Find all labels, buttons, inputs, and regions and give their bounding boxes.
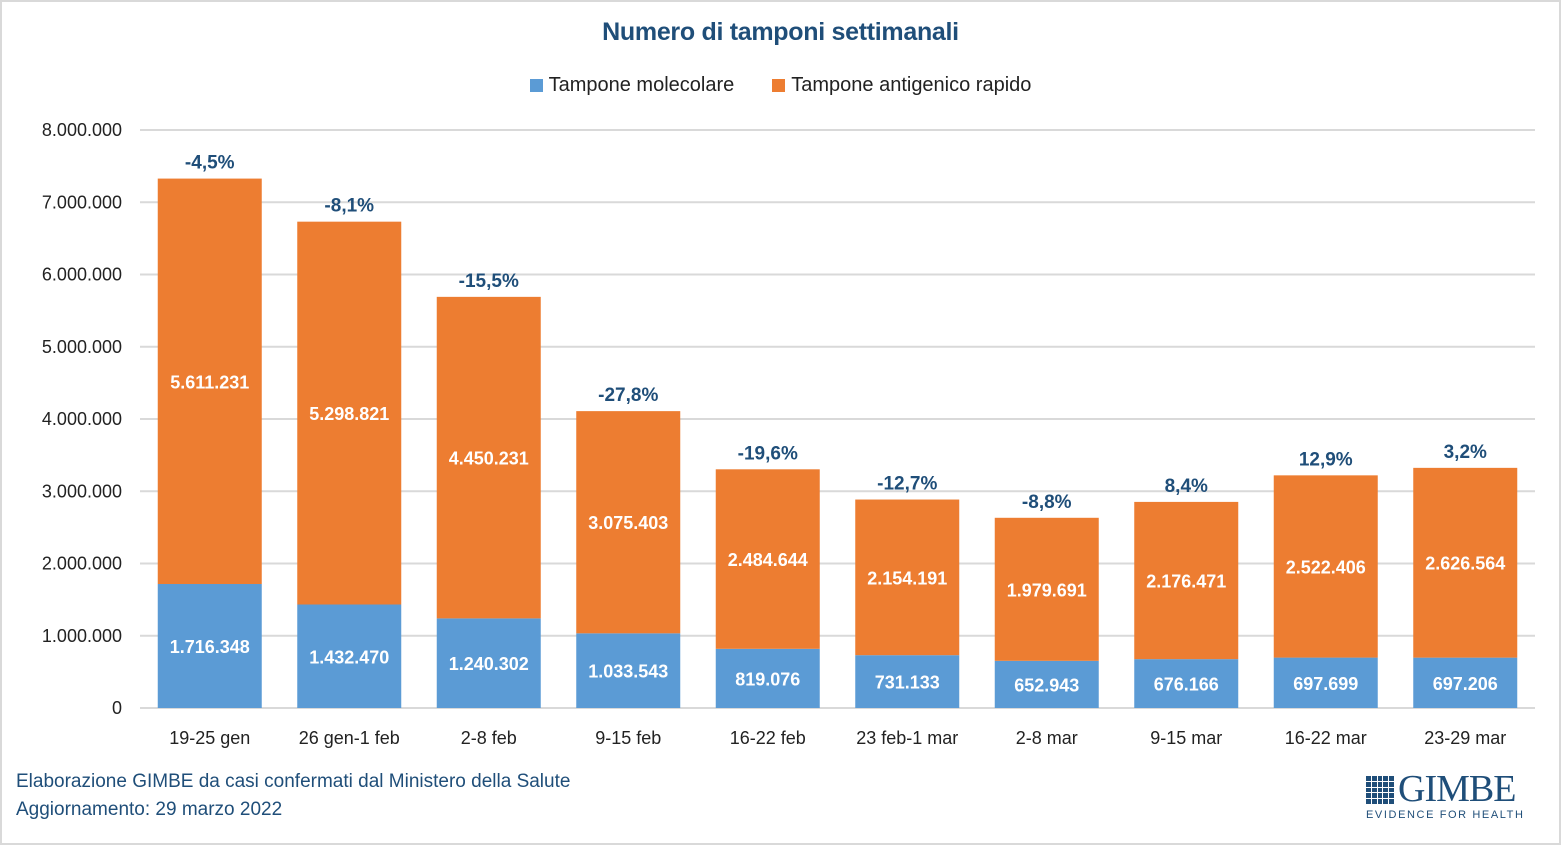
x-tick-label: 16-22 mar [1285, 728, 1367, 748]
source-note: Elaborazione GIMBE da casi confermati da… [16, 771, 571, 792]
value-label-molecolare: 1.033.543 [588, 662, 668, 682]
x-tick-label: 2-8 feb [461, 728, 517, 748]
value-label-antigenico: 2.484.644 [728, 550, 808, 570]
percent-change-label: -15,5% [459, 271, 519, 292]
x-tick-label: 23-29 mar [1424, 728, 1506, 748]
bar-molecolare [576, 633, 681, 708]
value-label-antigenico: 2.176.471 [1146, 572, 1226, 592]
x-tick-label: 16-22 feb [730, 728, 806, 748]
value-label-molecolare: 731.133 [875, 673, 940, 693]
logo-name: GIMBE [1398, 768, 1516, 810]
legend-swatch-molecolare [529, 79, 543, 92]
bar-molecolare [436, 618, 541, 708]
value-label-antigenico: 5.611.231 [170, 372, 249, 392]
gimbe-logo: GIMBE EVIDENCE FOR HEALTH [1366, 768, 1523, 823]
bar-molecolare [297, 604, 402, 708]
bar-molecolare [1413, 657, 1518, 708]
legend-label-antigenico: Tampone antigenico rapido [791, 74, 1032, 96]
percent-change-label: 12,9% [1299, 449, 1353, 470]
value-label-antigenico: 2.154.191 [867, 568, 947, 588]
bar-antigenico [297, 221, 402, 605]
footer: Elaborazione GIMBE da casi confermati da… [16, 768, 570, 824]
legend-swatch-antigenico [772, 79, 786, 92]
y-tick-label: 8.000.000 [42, 120, 122, 140]
bar-antigenico [994, 517, 1099, 661]
percent-change-label: -8,1% [324, 196, 374, 217]
percent-change-label: -8,8% [1022, 492, 1072, 513]
value-label-antigenico: 4.450.231 [449, 449, 529, 469]
legend-item-antigenico: Tampone antigenico rapido [772, 74, 1031, 97]
bar-antigenico [1413, 467, 1518, 658]
value-label-antigenico: 3.075.403 [588, 513, 668, 533]
x-tick-label: 19-25 gen [169, 728, 250, 748]
update-note: Aggiornamento: 29 marzo 2022 [16, 799, 283, 820]
value-label-antigenico: 2.626.564 [1425, 554, 1505, 574]
y-tick-label: 4.000.000 [42, 409, 122, 429]
x-tick-label: 23 feb-1 mar [856, 728, 958, 748]
value-label-molecolare: 1.716.348 [170, 637, 250, 657]
percent-change-label: -19,6% [738, 443, 798, 464]
bar-antigenico [855, 499, 960, 656]
legend: Tampone molecolare Tampone antigenico ra… [0, 74, 1561, 97]
value-label-molecolare: 676.166 [1154, 675, 1219, 695]
bar-antigenico [1273, 475, 1378, 658]
value-label-molecolare: 1.240.302 [449, 654, 529, 674]
bar-antigenico [157, 178, 262, 584]
percent-change-label: -12,7% [877, 474, 937, 495]
bar-molecolare [1273, 657, 1378, 708]
percent-change-label: -27,8% [598, 385, 658, 406]
percent-change-label: 8,4% [1165, 476, 1208, 497]
bar-molecolare [715, 648, 820, 708]
y-tick-label: 2.000.000 [42, 554, 122, 574]
percent-change-label: 3,2% [1444, 442, 1487, 463]
value-label-molecolare: 697.206 [1433, 674, 1498, 694]
value-label-molecolare: 819.076 [735, 669, 800, 689]
x-tick-label: 26 gen-1 feb [299, 728, 400, 748]
chart-title: Numero di tamponi settimanali [602, 18, 959, 46]
bar-molecolare [1134, 659, 1239, 708]
value-label-molecolare: 1.432.470 [309, 647, 389, 667]
logo-tagline: EVIDENCE FOR HEALTH [1366, 809, 1525, 821]
percent-change-label: -4,5% [185, 153, 235, 174]
bar-antigenico [1134, 501, 1239, 660]
bar-molecolare [855, 655, 960, 708]
bar-antigenico [715, 469, 820, 649]
bar-molecolare [157, 583, 262, 708]
y-tick-label: 6.000.000 [42, 265, 122, 285]
x-tick-label: 9-15 feb [595, 728, 661, 748]
legend-item-molecolare: Tampone molecolare [529, 74, 735, 97]
x-tick-label: 2-8 mar [1016, 728, 1078, 748]
value-label-antigenico: 2.522.406 [1286, 557, 1366, 577]
y-tick-label: 0 [112, 698, 122, 718]
y-tick-label: 3.000.000 [42, 481, 122, 501]
value-label-antigenico: 5.298.821 [309, 404, 389, 424]
value-label-molecolare: 652.943 [1014, 675, 1079, 695]
x-tick-label: 9-15 mar [1150, 728, 1222, 748]
logo-grid-icon [1366, 776, 1394, 804]
y-tick-label: 7.000.000 [42, 192, 122, 212]
y-tick-label: 5.000.000 [42, 337, 122, 357]
bar-molecolare [994, 660, 1099, 708]
legend-label-molecolare: Tampone molecolare [548, 74, 735, 96]
value-label-antigenico: 1.979.691 [1007, 580, 1087, 600]
y-tick-label: 1.000.000 [42, 626, 122, 646]
value-label-molecolare: 697.699 [1293, 674, 1358, 694]
bar-antigenico [436, 296, 541, 619]
bar-antigenico [576, 411, 681, 634]
